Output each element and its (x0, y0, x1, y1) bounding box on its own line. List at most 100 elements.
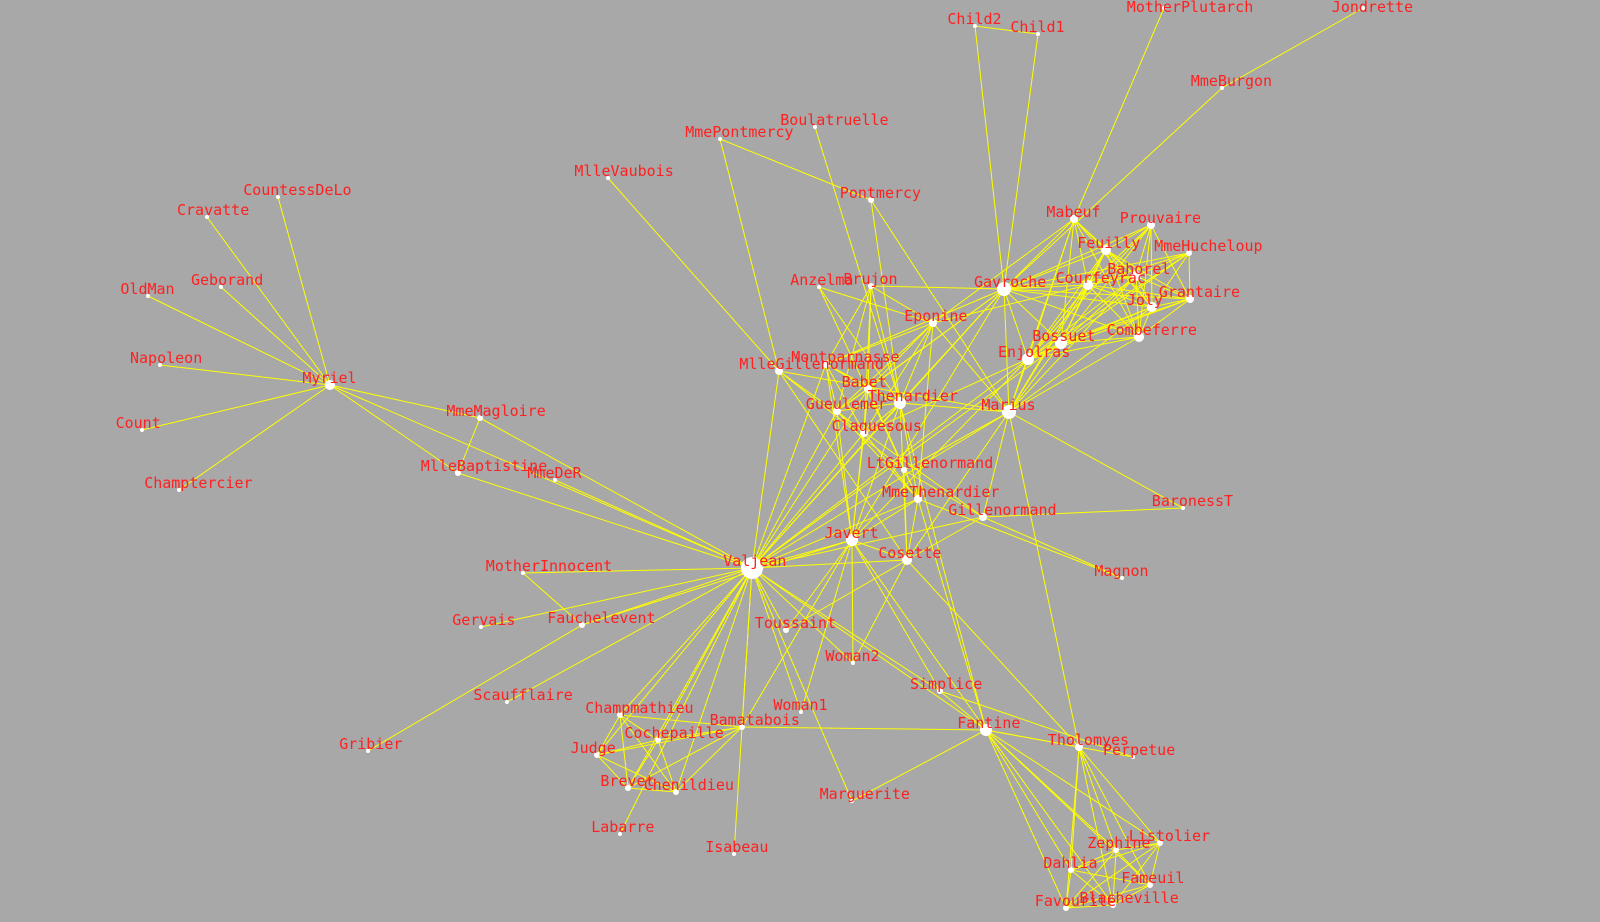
node-cochepaille[interactable] (655, 737, 661, 743)
node-judge[interactable] (594, 752, 600, 758)
node-marius[interactable] (1002, 405, 1016, 419)
node-babet[interactable] (864, 385, 872, 393)
node-champtercier[interactable] (177, 488, 181, 492)
node-mother-plutarch[interactable] (1162, 6, 1166, 10)
edge-combeferre-marius (1008, 336, 1140, 413)
edge-listolier-tholomyes (1078, 746, 1161, 844)
node-prouvaire[interactable] (1147, 221, 1155, 229)
node-tholomyes[interactable] (1075, 743, 1083, 751)
node-combeferre[interactable] (1134, 332, 1144, 342)
edge-mother-innocent-fauchelevent (522, 572, 583, 626)
node-fantine[interactable] (980, 724, 992, 736)
node-marguerite[interactable] (850, 799, 854, 803)
node-labarre[interactable] (618, 832, 622, 836)
edge-marius-gillenormand (982, 411, 1010, 518)
edge-gillenormand-cosette (906, 516, 984, 561)
node-zephine[interactable] (1113, 847, 1119, 853)
node-simplice[interactable] (937, 688, 943, 694)
edge-marius-mlle-gillenormand (778, 370, 1010, 413)
node-valjean[interactable] (741, 557, 763, 579)
node-baroness-t[interactable] (1181, 506, 1185, 510)
node-countess-de-lo[interactable] (276, 195, 280, 199)
node-label-javert: Javert (824, 524, 878, 542)
edge-fantine-valjean (751, 567, 987, 731)
node-fameuil[interactable] (1147, 882, 1153, 888)
node-anzelma[interactable] (817, 285, 821, 289)
node-mabeuf[interactable] (1070, 215, 1078, 223)
node-perpetue[interactable] (1131, 755, 1135, 759)
node-mme-pontmercy[interactable] (718, 137, 722, 141)
node-mlle-vaubois[interactable] (606, 176, 610, 180)
node-listolier[interactable] (1157, 840, 1163, 846)
node-cravatte[interactable] (205, 215, 209, 219)
node-mother-innocent[interactable] (521, 571, 525, 575)
node-woman2[interactable] (851, 661, 855, 665)
node-eponine[interactable] (929, 319, 937, 327)
node-cosette[interactable] (902, 555, 912, 565)
node-brevet[interactable] (625, 785, 631, 791)
node-label-gribier: Gribier (339, 735, 402, 753)
node-mme-de-r[interactable] (553, 478, 557, 482)
node-isabeau[interactable] (732, 852, 736, 856)
edge-champmathieu-valjean (619, 567, 753, 716)
node-child2[interactable] (973, 24, 977, 28)
node-child1[interactable] (1036, 32, 1040, 36)
node-grantaire[interactable] (1186, 295, 1194, 303)
node-bossuet[interactable] (1055, 337, 1067, 349)
node-jondrette[interactable] (1361, 6, 1365, 10)
node-old-man[interactable] (146, 294, 150, 298)
node-fauchelevent[interactable] (579, 622, 585, 628)
edge-fauchelevent-javert (581, 539, 853, 626)
edge-brevet-champmathieu (619, 714, 629, 789)
node-courfeyrac[interactable] (1083, 280, 1093, 290)
edge-simplice-valjean (751, 567, 941, 692)
node-label-marguerite: Marguerite (820, 785, 910, 803)
node-mme-hucheloup[interactable] (1186, 250, 1192, 256)
node-thenardier[interactable] (894, 397, 906, 409)
node-favourite[interactable] (1063, 905, 1069, 911)
node-pontmercy[interactable] (868, 197, 874, 203)
node-gillenormand[interactable] (979, 513, 987, 521)
node-enjolras[interactable] (1022, 353, 1034, 365)
node-toussaint[interactable] (783, 627, 789, 633)
node-geborand[interactable] (219, 285, 223, 289)
node-mlle-baptistine[interactable] (455, 470, 461, 476)
edge-cochepaille-brevet (627, 739, 659, 789)
node-montparnasse[interactable] (822, 360, 830, 368)
node-claquesous[interactable] (860, 429, 868, 437)
node-magnon[interactable] (1120, 576, 1124, 580)
node-dahlia[interactable] (1068, 867, 1074, 873)
node-label-mme-thenardier: MmeThenardier (882, 483, 999, 501)
edge-scaufflaire-valjean (506, 567, 753, 703)
node-chenildieu[interactable] (673, 789, 679, 795)
node-gribier[interactable] (366, 749, 370, 753)
node-feuilly[interactable] (1101, 245, 1111, 255)
edge-simplice-perpetue (939, 690, 1134, 758)
node-gueulemer[interactable] (833, 407, 841, 415)
node-scaufflaire[interactable] (505, 700, 509, 704)
node-mme-thenardier[interactable] (914, 495, 922, 503)
node-javert[interactable] (846, 534, 858, 546)
node-mme-magloire[interactable] (477, 415, 483, 421)
node-joly[interactable] (1147, 302, 1157, 312)
node-myriel[interactable] (325, 380, 335, 390)
node-label-brujon: Brujon (843, 270, 897, 288)
node-gervais[interactable] (479, 625, 483, 629)
edge-joly-courfeyrac (1087, 284, 1153, 308)
node-blacheville[interactable] (1110, 902, 1116, 908)
node-count[interactable] (140, 428, 144, 432)
edge-claquesous-javert (851, 432, 865, 541)
node-bahorel[interactable] (1131, 271, 1141, 281)
node-champmathieu[interactable] (617, 712, 623, 718)
edge-marius-eponine (932, 322, 1010, 413)
node-gavroche[interactable] (997, 282, 1011, 296)
node-boulatruelle[interactable] (813, 125, 817, 129)
node-woman1[interactable] (799, 710, 803, 714)
node-lt-gillenormand[interactable] (901, 467, 907, 473)
edge-brevet-judge (596, 754, 629, 789)
node-bamatabois[interactable] (739, 724, 745, 730)
node-mme-burgon[interactable] (1220, 86, 1224, 90)
node-mlle-gillenormand[interactable] (775, 367, 783, 375)
node-brujon[interactable] (868, 283, 874, 289)
node-napoleon[interactable] (158, 363, 162, 367)
